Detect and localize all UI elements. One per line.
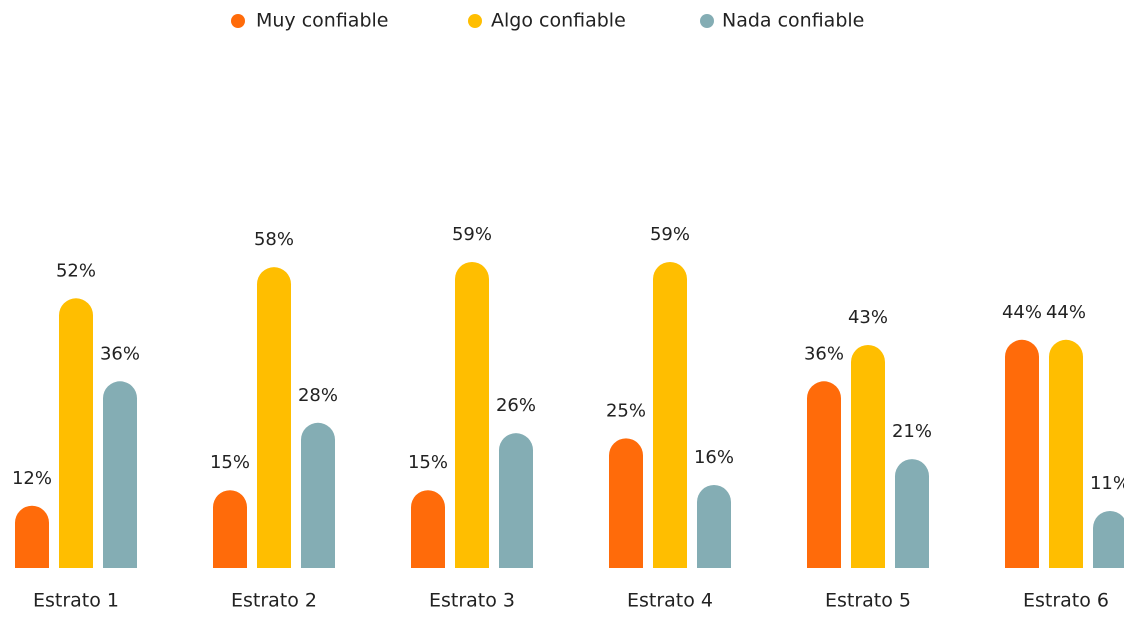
x-tick-label: Estrato 1 (33, 590, 119, 612)
data-label: 36% (100, 343, 140, 364)
bar (1093, 510, 1124, 568)
bar (103, 381, 137, 568)
data-label: 43% (848, 307, 888, 328)
data-label: 44% (1046, 302, 1086, 323)
data-label: 21% (892, 421, 932, 442)
bar (301, 422, 335, 568)
bar (499, 433, 533, 568)
data-label: 52% (56, 260, 96, 281)
data-label: 12% (12, 468, 52, 489)
bar (653, 262, 687, 568)
x-tick-label: Estrato 3 (429, 590, 515, 612)
data-label: 59% (452, 224, 492, 245)
legend-marker (468, 14, 482, 28)
bar (15, 505, 49, 568)
bar (213, 490, 247, 568)
data-label: 11% (1090, 473, 1124, 494)
data-label: 28% (298, 385, 338, 406)
bar (1049, 339, 1083, 568)
bar (411, 490, 445, 568)
bar (895, 459, 929, 568)
bar (609, 438, 643, 568)
data-label: 15% (210, 452, 250, 473)
x-tick-label: Estrato 6 (1023, 590, 1109, 612)
bar (807, 381, 841, 568)
x-tick-label: Estrato 4 (627, 590, 713, 612)
data-label: 59% (650, 224, 690, 245)
legend-marker (231, 14, 245, 28)
bar (257, 267, 291, 568)
bar (697, 485, 731, 568)
x-tick-label: Estrato 5 (825, 590, 911, 612)
legend-marker (700, 14, 714, 28)
data-label: 36% (804, 343, 844, 364)
bar (59, 298, 93, 568)
data-label: 26% (496, 395, 536, 416)
data-label: 44% (1002, 302, 1042, 323)
bar (455, 262, 489, 568)
legend-label: Muy confiable (256, 10, 388, 32)
data-label: 16% (694, 447, 734, 468)
bar (1005, 339, 1039, 568)
data-label: 25% (606, 400, 646, 421)
x-tick-label: Estrato 2 (231, 590, 317, 612)
legend-label: Nada confiable (722, 10, 864, 32)
legend-label: Algo confiable (491, 10, 626, 32)
data-label: 15% (408, 452, 448, 473)
data-label: 58% (254, 229, 294, 250)
bar (851, 344, 885, 568)
